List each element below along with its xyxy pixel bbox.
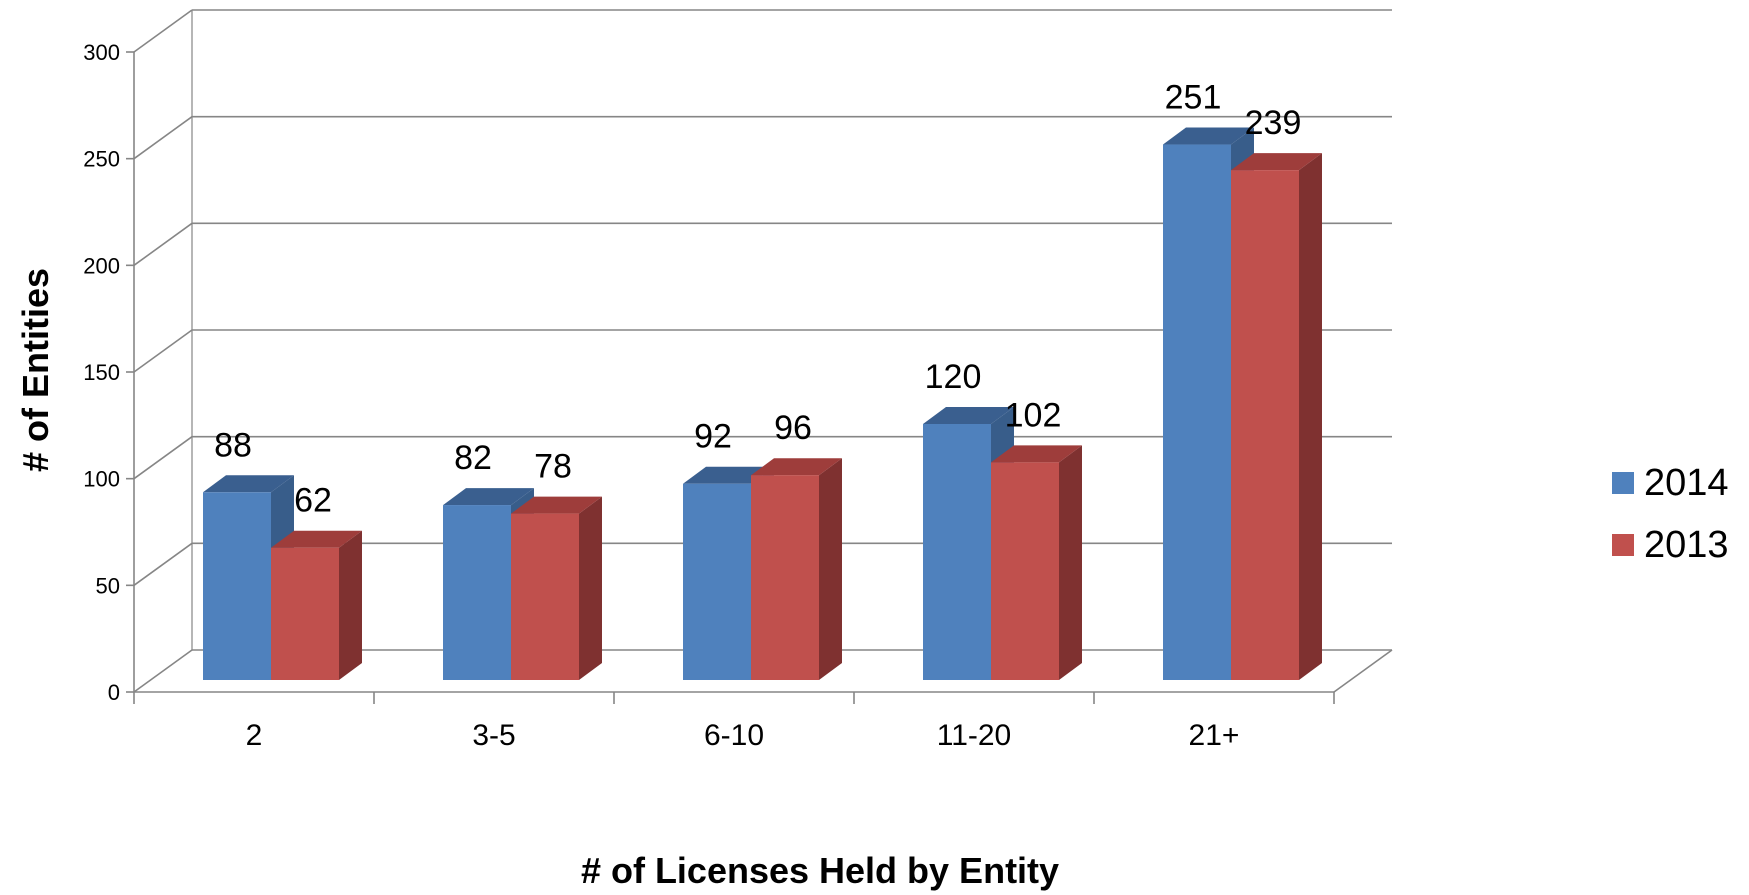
y-axis-title: # of Entities xyxy=(15,267,56,473)
gridline-side-50 xyxy=(133,542,193,586)
y-tick-label: 300 xyxy=(83,40,120,65)
y-tick-label: 200 xyxy=(83,253,120,278)
bar-side-2013-11-20 xyxy=(1059,445,1082,680)
data-label-2013-21+: 239 xyxy=(1245,104,1302,142)
floor-right-edge xyxy=(1333,649,1393,693)
y-tick-label: 0 xyxy=(108,680,120,705)
gridline-side-300 xyxy=(133,9,193,53)
data-label-2013-6-10: 96 xyxy=(774,409,812,447)
bar-side-2013-2 xyxy=(339,530,362,680)
bar-side-2013-21+ xyxy=(1299,153,1322,681)
legend-label-2014: 2014 xyxy=(1644,461,1729,504)
bar-top-2014-11-20 xyxy=(923,407,1014,424)
gridline-side-200 xyxy=(133,222,193,266)
gridline-side-0 xyxy=(133,649,193,693)
bar-side-2013-6-10 xyxy=(819,458,842,680)
bar-top-2014-3-5 xyxy=(443,488,534,506)
legend: 2014 2013 xyxy=(1612,452,1729,576)
bar-side-2013-3-5 xyxy=(579,496,602,680)
bar-top-2013-21+ xyxy=(1231,153,1322,171)
y-tick-label: 250 xyxy=(83,147,120,172)
bar-2013-6-10 xyxy=(751,475,819,680)
legend-swatch-2013 xyxy=(1612,534,1634,556)
y-tick-label: 50 xyxy=(96,573,120,598)
x-tick-label: 6-10 xyxy=(704,719,764,752)
data-label-2013-11-20: 102 xyxy=(1005,396,1062,434)
legend-label-2013: 2013 xyxy=(1644,523,1729,566)
bar-2013-21+ xyxy=(1231,170,1299,680)
bar-2014-21+ xyxy=(1163,144,1231,681)
x-tick-label: 2 xyxy=(246,719,263,752)
gridline-side-100 xyxy=(133,436,193,480)
bar-top-2013-3-5 xyxy=(511,496,602,514)
data-label-2014-3-5: 82 xyxy=(454,439,492,477)
bar-top-2013-6-10 xyxy=(751,458,842,476)
bar-top-2013-2 xyxy=(271,530,362,548)
bar-top-2014-2 xyxy=(203,475,294,493)
x-tick-label: 21+ xyxy=(1189,719,1240,752)
x-axis-title: # of Licenses Held by Entity xyxy=(580,850,1060,891)
bar-2014-6-10 xyxy=(683,483,751,680)
data-label-2013-2: 62 xyxy=(294,482,332,520)
x-tick-label: 3-5 xyxy=(472,719,515,752)
data-label-2014-6-10: 92 xyxy=(694,418,732,456)
bar-2014-11-20 xyxy=(923,424,991,680)
legend-swatch-2014 xyxy=(1612,472,1634,494)
data-label-2014-21+: 251 xyxy=(1165,79,1222,117)
gridline-side-150 xyxy=(133,329,193,373)
bar-top-2014-21+ xyxy=(1163,127,1254,145)
legend-item-2014: 2014 xyxy=(1612,452,1729,514)
bar-2014-2 xyxy=(203,492,271,680)
y-tick-label: 100 xyxy=(83,467,120,492)
y-tick-label: 150 xyxy=(83,360,120,385)
bar-top-2013-11-20 xyxy=(991,445,1082,463)
data-label-2013-3-5: 78 xyxy=(534,448,572,486)
legend-item-2013: 2013 xyxy=(1612,514,1729,576)
bar-2014-3-5 xyxy=(443,505,511,680)
bar-2013-2 xyxy=(271,547,339,680)
data-label-2014-11-20: 120 xyxy=(925,358,982,396)
x-tick-label: 11-20 xyxy=(937,719,1012,752)
bar-2013-3-5 xyxy=(511,513,579,680)
gridline-side-250 xyxy=(133,116,193,160)
data-label-2014-2: 88 xyxy=(214,426,252,464)
y-axis-title-wrap: # of Entities xyxy=(0,0,80,895)
bar-2013-11-20 xyxy=(991,462,1059,680)
